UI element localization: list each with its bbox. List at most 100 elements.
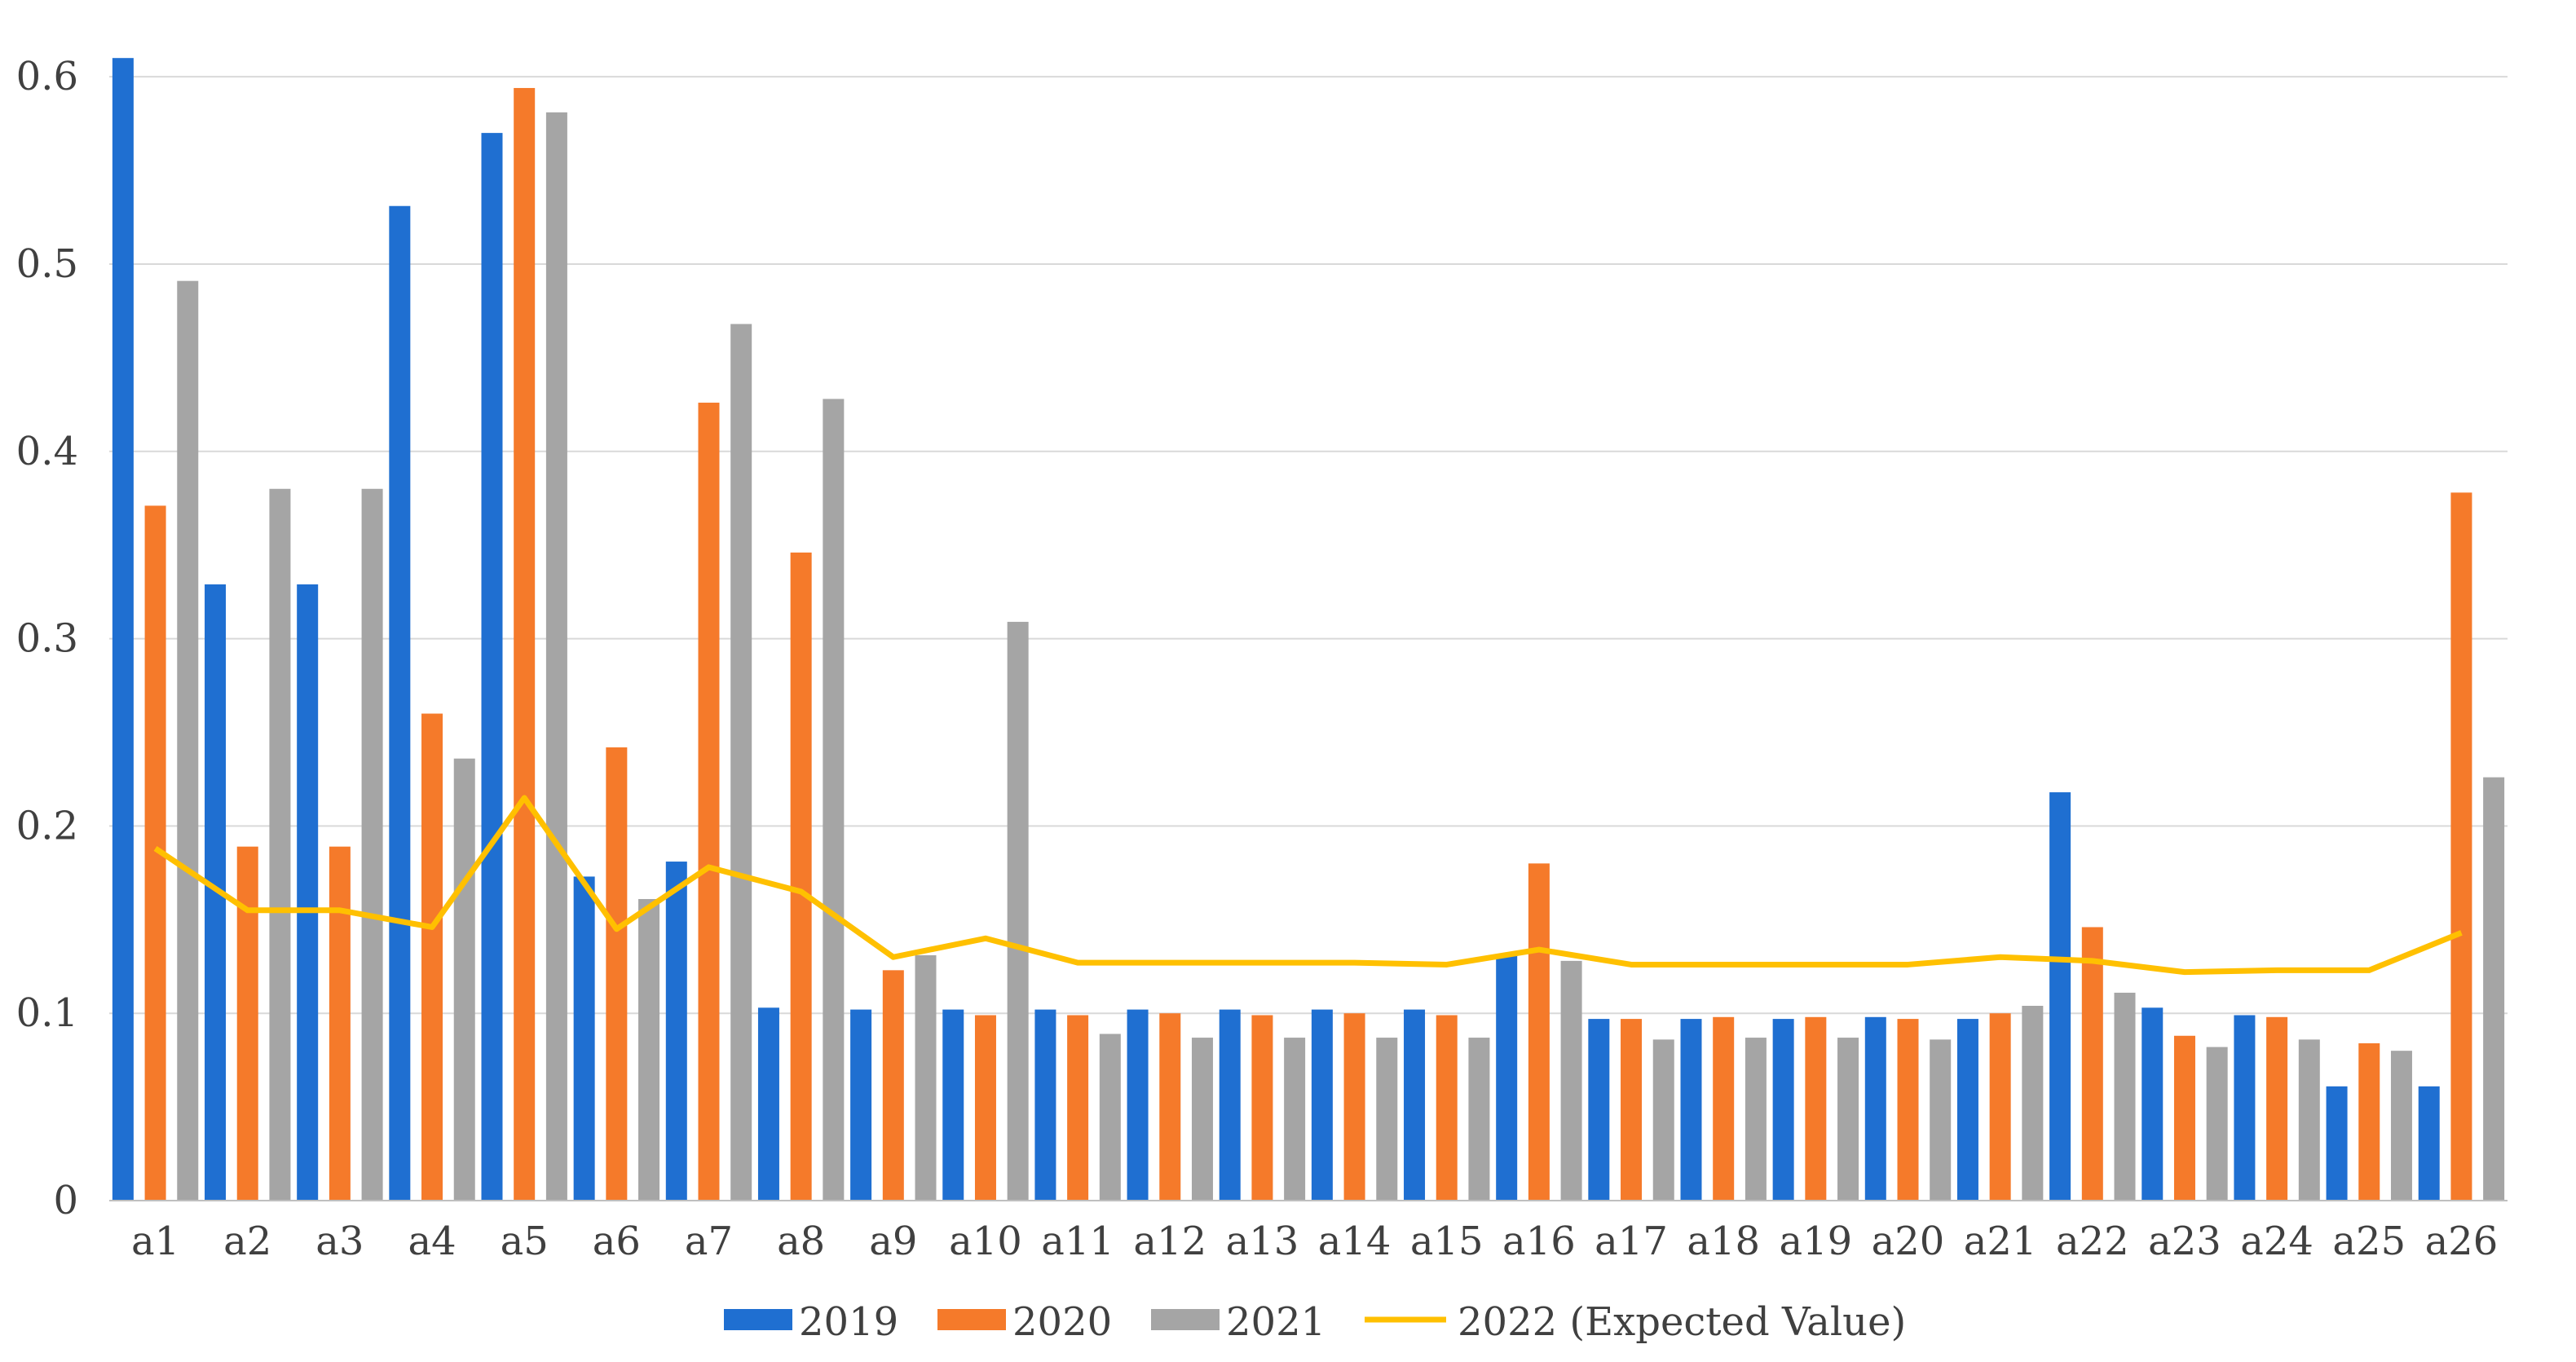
y-tick-label: 0	[53, 1178, 78, 1223]
bar-2021-a23	[2206, 1047, 2228, 1201]
bar-2020-a5	[514, 87, 536, 1201]
bar-2021-a22	[2114, 992, 2136, 1201]
bar-2021-a14	[1376, 1038, 1398, 1201]
bar-2020-a26	[2450, 492, 2472, 1201]
bar-2020-a24	[2266, 1016, 2288, 1201]
bar-2021-a10	[1007, 621, 1029, 1201]
bar-2019-a15	[1404, 1009, 1426, 1201]
y-tick-label: 0.5	[16, 241, 78, 287]
x-tick-label: a22	[2056, 1219, 2129, 1264]
x-tick-label: a15	[1410, 1219, 1484, 1264]
bar-2020-a3	[329, 846, 351, 1201]
bar-2020-a19	[1805, 1016, 1827, 1201]
bar-2021-a12	[1191, 1038, 1213, 1201]
x-tick-label: a25	[2332, 1219, 2406, 1264]
x-tick-label: a7	[685, 1219, 733, 1264]
bar-2021-a25	[2390, 1051, 2412, 1201]
x-tick-label: a24	[2240, 1219, 2314, 1264]
legend-label: 2021	[1226, 1299, 1325, 1345]
x-tick-label: a4	[408, 1219, 456, 1264]
bar-2021-a1	[177, 280, 199, 1201]
bar-2019-a18	[1680, 1019, 1702, 1201]
bar-2020-a16	[1528, 863, 1550, 1201]
bar-2021-a15	[1468, 1038, 1490, 1201]
x-tick-label: a9	[869, 1219, 917, 1264]
bar-2021-a24	[2298, 1039, 2320, 1201]
expected-line	[153, 795, 2463, 976]
bar-2019-a14	[1311, 1009, 1333, 1201]
x-tick-label: a12	[1133, 1219, 1206, 1264]
x-tick-label: a11	[1041, 1219, 1114, 1264]
bar-2021-a13	[1284, 1038, 1306, 1201]
bar-2019-a8	[757, 1007, 779, 1201]
bar-2020-a12	[1159, 1013, 1181, 1201]
legend-label: 2020	[1012, 1299, 1112, 1345]
bar-2021-a5	[545, 112, 567, 1201]
bar-2021-a21	[2022, 1006, 2044, 1201]
x-tick-label: a5	[501, 1219, 549, 1264]
legend-swatch-2021	[1151, 1309, 1220, 1330]
bar-2019-a21	[1956, 1019, 1978, 1201]
bar-2020-a18	[1713, 1016, 1735, 1201]
bar-2021-a7	[730, 324, 752, 1201]
bar-2021-a4	[453, 758, 475, 1201]
x-tick-label: a3	[315, 1219, 364, 1264]
bar-2019-a23	[2142, 1007, 2164, 1201]
bar-2019-a9	[850, 1009, 872, 1201]
x-tick-label: a26	[2425, 1219, 2499, 1264]
bar-2021-a16	[1560, 960, 1582, 1201]
bar-2021-a6	[638, 899, 660, 1201]
bar-2019-a16	[1496, 954, 1518, 1201]
legend-label: 2022 (Expected Value)	[1458, 1299, 1906, 1345]
bar-2020-a17	[1621, 1019, 1643, 1201]
bar-2021-a11	[1099, 1034, 1121, 1201]
bar-2020-a2	[236, 846, 258, 1201]
x-tick-label: a2	[223, 1219, 271, 1264]
legend-swatch-2020	[937, 1309, 1006, 1330]
x-tick-label: a21	[1964, 1219, 2037, 1264]
bar-2021-a19	[1837, 1038, 1859, 1201]
x-tick-label: a18	[1687, 1219, 1760, 1264]
x-tick-label: a14	[1318, 1219, 1392, 1264]
x-tick-label: a8	[777, 1219, 825, 1264]
bar-2021-a17	[1652, 1039, 1674, 1201]
bar-2020-a10	[974, 1015, 996, 1201]
line-series-2022	[153, 795, 2463, 976]
bar-2019-a1	[112, 58, 134, 1201]
bar-2019-a7	[665, 862, 687, 1201]
bar-2019-a24	[2234, 1015, 2256, 1201]
bar-2021-a2	[269, 488, 291, 1201]
x-tick-label: a19	[1779, 1219, 1852, 1264]
bar-2019-a13	[1219, 1009, 1241, 1201]
bar-2019-a25	[2326, 1086, 2348, 1201]
bar-2020-a8	[790, 552, 812, 1201]
bar-2021-a26	[2483, 777, 2505, 1201]
y-tick-label: 0.1	[16, 990, 78, 1036]
y-tick-label: 0.2	[16, 803, 78, 848]
axes: 0 0.1 0.2 0.3 0.4 0.5 0.6 a1 a2 a3 a4 a5 a6 a7 a8 a9 a10…	[16, 54, 2508, 1264]
bar-2021-a20	[1930, 1039, 1952, 1201]
x-tick-label: a23	[2148, 1219, 2221, 1264]
x-tick-label: a13	[1226, 1219, 1299, 1264]
bar-2020-a9	[882, 970, 904, 1201]
bar-2019-a12	[1127, 1009, 1149, 1201]
legend-swatch-2019	[724, 1309, 792, 1330]
x-tick-label: a10	[949, 1219, 1022, 1264]
bar-2020-a25	[2358, 1042, 2380, 1201]
y-tick-label: 0.4	[16, 429, 78, 474]
bar-2019-a22	[2049, 792, 2071, 1201]
bar-2020-a21	[1989, 1013, 2011, 1201]
y-tick-label: 0.6	[16, 54, 78, 99]
x-tick-label: a17	[1595, 1219, 1668, 1264]
x-tick-label: a20	[1872, 1219, 1945, 1264]
bar-2021-a8	[823, 399, 845, 1201]
bar-2019-a19	[1772, 1019, 1794, 1201]
legend: 2019 2020 2021 2022 (Expected Value)	[724, 1299, 1906, 1345]
bar-2020-a13	[1251, 1015, 1273, 1201]
y-tick-label: 0.3	[16, 616, 78, 662]
x-tick-label: a1	[131, 1219, 179, 1264]
bar-2019-a11	[1034, 1009, 1056, 1201]
bar-2019-a20	[1864, 1016, 1886, 1201]
